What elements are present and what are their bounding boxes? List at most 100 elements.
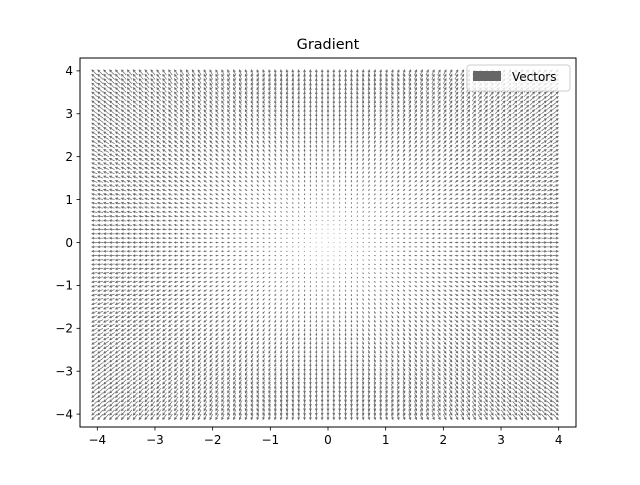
vector-arrow [304, 212, 305, 213]
vector-arrow [333, 189, 334, 191]
vector-arrow [275, 234, 276, 235]
vector-arrow [275, 238, 276, 239]
vector-arrow [363, 260, 364, 261]
vector-arrow [275, 242, 276, 243]
vector-arrow [293, 225, 294, 226]
vector-arrow [316, 285, 317, 286]
vector-arrow [328, 307, 329, 309]
vector-arrow [374, 260, 375, 261]
vector-arrow [257, 238, 259, 239]
vector-arrow [322, 285, 323, 286]
vector-arrow [397, 247, 399, 248]
vector-arrow [322, 194, 323, 195]
vector-arrow [351, 264, 352, 265]
vector-arrow [322, 189, 323, 191]
vector-arrow [380, 234, 381, 235]
vector-arrow [351, 207, 352, 208]
vector-arrow [287, 225, 288, 226]
vector-arrow [257, 242, 259, 243]
vector-arrow [251, 238, 253, 239]
vector-arrow [334, 194, 335, 195]
vector-arrow [304, 264, 305, 265]
vector-arrow [357, 260, 358, 261]
vector-arrow [263, 242, 264, 243]
vector-arrow [298, 260, 299, 261]
vector-arrow [322, 198, 323, 199]
vector-arrow [304, 260, 305, 261]
vector-arrow [357, 264, 358, 265]
vector-arrow [328, 298, 329, 300]
vector-arrow [322, 294, 323, 296]
vector-arrow [386, 238, 387, 239]
vector-arrow [263, 233, 264, 234]
vector-arrow [351, 220, 352, 221]
vector-arrow [245, 242, 247, 243]
vector-arrow [304, 220, 305, 221]
vector-arrow [403, 246, 405, 247]
vector-arrow [339, 285, 340, 286]
vector-arrow [304, 268, 305, 269]
vector-arrow [351, 212, 352, 213]
vector-arrow [322, 185, 323, 187]
vector-arrow [281, 260, 282, 261]
vector-arrow [339, 198, 340, 199]
vector-arrow [357, 225, 358, 226]
vector-arrow [351, 260, 352, 261]
vector-arrow [328, 176, 329, 178]
vector-arrow [328, 294, 329, 296]
vector-arrow [339, 281, 340, 282]
vector-arrow [310, 281, 311, 282]
vector-arrow [391, 238, 392, 239]
vector-arrow [316, 281, 317, 282]
vector-arrow [328, 185, 329, 187]
vector-arrow [275, 229, 276, 230]
vector-arrow [269, 233, 270, 234]
vector-arrow [386, 242, 387, 243]
vector-arrow [304, 216, 305, 217]
vector-arrow [380, 242, 381, 243]
vector-arrow [333, 294, 334, 296]
vector-arrow [397, 242, 399, 243]
vector-arrow [351, 268, 352, 269]
vector-arrow [287, 260, 288, 261]
vector-arrow [368, 225, 369, 226]
vector-arrow [275, 255, 276, 256]
vector-arrow [386, 251, 387, 252]
vector-arrow [334, 281, 335, 282]
vector-arrow [333, 298, 334, 300]
vector-arrow [304, 273, 305, 274]
vector-arrow [357, 220, 358, 221]
vector-arrow [263, 247, 264, 248]
vector-arrow [386, 233, 387, 234]
vector-arrow [339, 194, 340, 195]
vector-arrow [328, 181, 329, 183]
vector-arrow [420, 242, 422, 243]
vector-arrow [275, 251, 276, 252]
vector-arrow [374, 225, 375, 226]
vector-arrow [380, 251, 381, 252]
vector-arrow [334, 203, 335, 204]
vector-arrow [239, 242, 241, 243]
vector-arrow [351, 277, 352, 278]
vector-arrow [328, 303, 329, 305]
vector-arrow [339, 290, 340, 291]
vector-arrow [251, 242, 253, 243]
vector-arrow [328, 281, 329, 282]
vector-arrow [322, 290, 323, 291]
vector-arrow [322, 298, 323, 300]
vector-arrow [322, 203, 323, 204]
vector-arrow [269, 251, 270, 252]
vector-arrow [339, 203, 340, 204]
vector-arrow [351, 216, 352, 217]
vector-arrow [380, 255, 381, 256]
vector-arrow [334, 285, 335, 286]
vector-arrow [269, 247, 270, 248]
vector-arrow [316, 290, 317, 291]
vector-arrow [333, 185, 334, 187]
vector-arrow [251, 246, 253, 247]
vector-arrow [397, 238, 399, 239]
vector-arrow [345, 203, 346, 204]
vector-arrow [334, 290, 335, 291]
